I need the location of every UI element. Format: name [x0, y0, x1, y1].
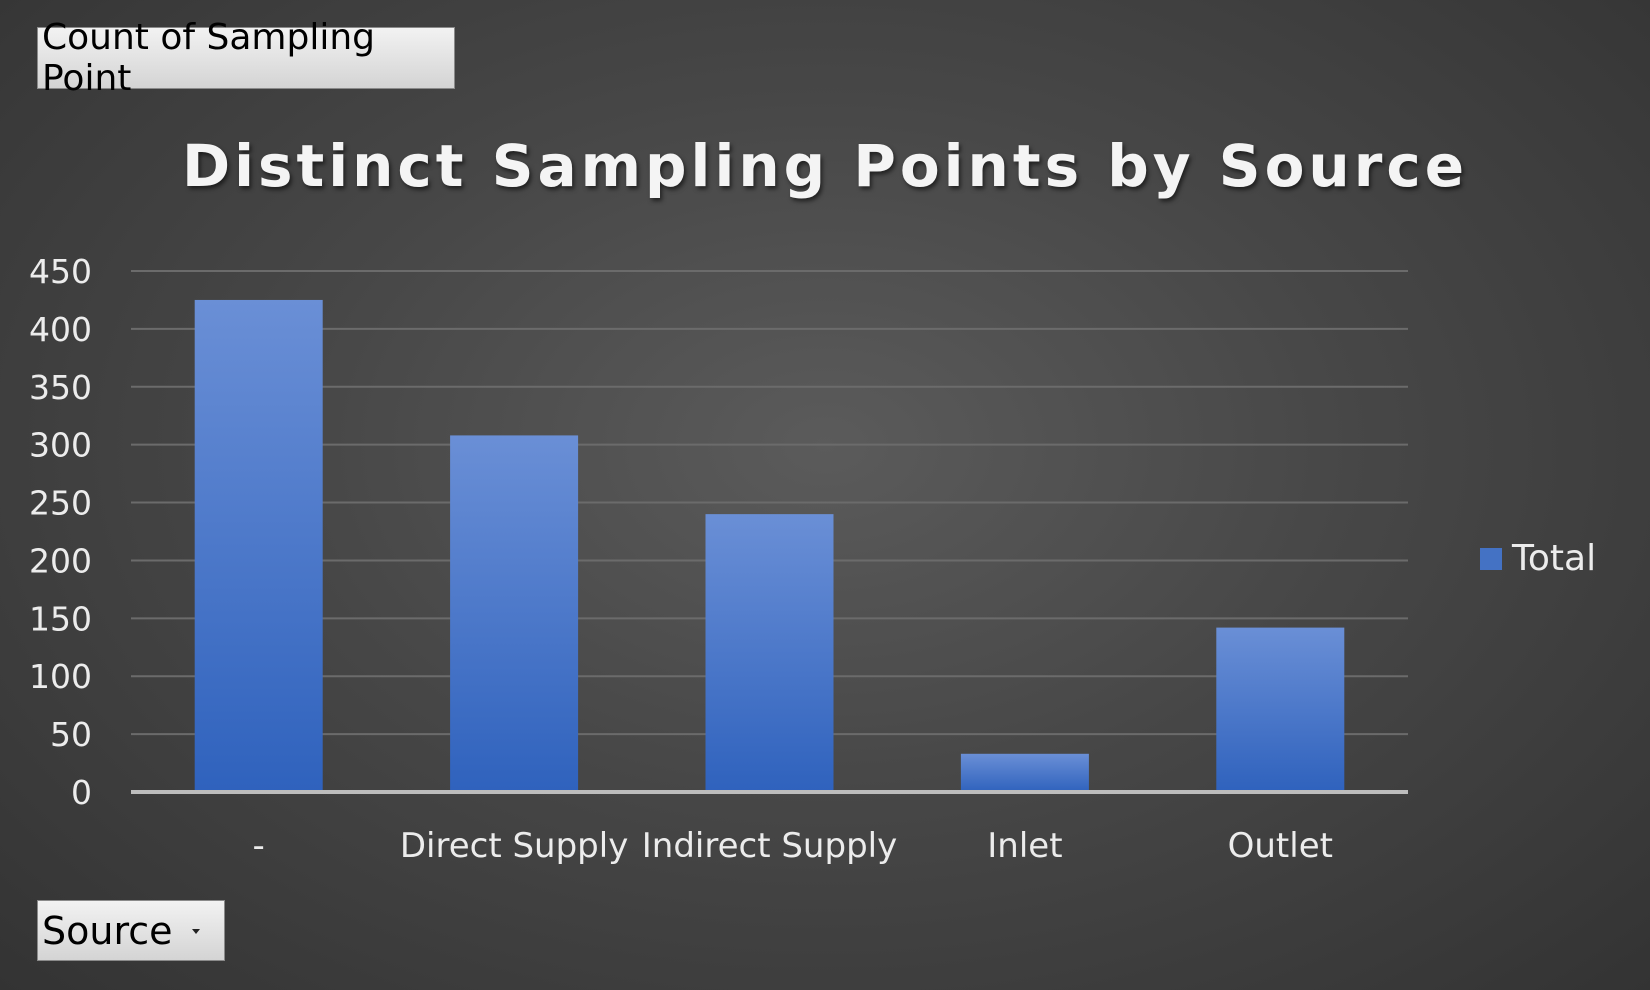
source-field-dropdown[interactable]: Source	[37, 900, 225, 961]
y-tick-label: 200	[29, 541, 92, 580]
y-tick-label: 150	[29, 599, 92, 638]
source-field-label: Source	[42, 908, 173, 953]
legend-label-total: Total	[1512, 538, 1597, 579]
x-category-label: Inlet	[987, 826, 1062, 866]
y-tick-label: 450	[29, 252, 92, 291]
chart-title: Distinct Sampling Points by Source	[181, 132, 1469, 200]
bar-outlet[interactable]	[1216, 627, 1345, 792]
y-tick-label: 0	[71, 773, 92, 812]
y-tick-label: 250	[29, 484, 92, 523]
x-category-label: -	[253, 826, 265, 866]
chart-legend: Total	[1480, 538, 1596, 579]
bar-indirect-supply[interactable]	[705, 514, 834, 792]
value-field-button[interactable]: Count of Sampling Point	[37, 17, 455, 99]
y-tick-label: 50	[50, 715, 92, 754]
dropdown-arrow-icon[interactable]	[192, 929, 200, 934]
x-category-label: Direct Supply	[400, 826, 628, 866]
legend-swatch-total	[1480, 547, 1502, 570]
y-tick-label: 350	[29, 368, 92, 407]
bar-inlet[interactable]	[960, 753, 1089, 792]
x-category-label: Outlet	[1228, 826, 1333, 866]
x-category-label: Indirect Supply	[642, 826, 897, 866]
value-field-label: Count of Sampling Point	[42, 17, 375, 99]
y-tick-label: 400	[29, 310, 92, 349]
y-tick-label: 300	[29, 426, 92, 465]
bar-direct-supply[interactable]	[450, 435, 579, 792]
bar-blank[interactable]	[194, 299, 323, 792]
y-tick-label: 100	[29, 657, 92, 696]
